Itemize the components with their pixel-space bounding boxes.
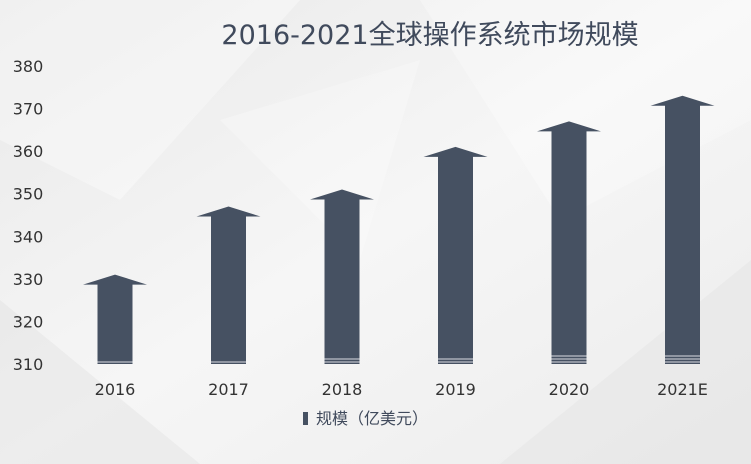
x-tick-label: 2016 bbox=[95, 380, 136, 399]
y-tick-label: 330 bbox=[13, 270, 44, 289]
x-tick-label: 2019 bbox=[435, 380, 476, 399]
legend-label: 规模（亿美元） bbox=[316, 409, 428, 428]
x-axis: 2016 2017 2018 2019 2020 2021E bbox=[95, 380, 708, 399]
chart-title: 2016-2021全球操作系统市场规模 bbox=[221, 20, 638, 51]
y-tick-label: 340 bbox=[13, 227, 44, 246]
bar-arrow-2021e bbox=[650, 95, 715, 365]
y-tick-label: 310 bbox=[13, 355, 44, 374]
bar-arrow-2017 bbox=[196, 206, 261, 364]
bar-arrow-2018 bbox=[310, 189, 374, 364]
series-arrows bbox=[83, 95, 715, 365]
bar-arrow-2019 bbox=[423, 146, 488, 364]
y-tick-label: 320 bbox=[13, 312, 44, 331]
legend-swatch bbox=[303, 412, 308, 425]
y-tick-label: 360 bbox=[13, 142, 44, 161]
x-tick-label: 2018 bbox=[322, 380, 363, 399]
y-axis: 310 320 330 340 350 360 370 380 bbox=[13, 57, 44, 374]
y-tick-label: 350 bbox=[13, 185, 44, 204]
y-tick-label: 380 bbox=[13, 57, 44, 76]
x-tick-label: 2020 bbox=[549, 380, 590, 399]
x-tick-label: 2021E bbox=[657, 380, 708, 399]
bar-arrow-2020 bbox=[537, 121, 601, 364]
legend: 规模（亿美元） bbox=[303, 409, 428, 428]
x-tick-label: 2017 bbox=[208, 380, 249, 399]
bar-arrow-2016 bbox=[83, 274, 147, 364]
y-tick-label: 370 bbox=[13, 100, 44, 119]
